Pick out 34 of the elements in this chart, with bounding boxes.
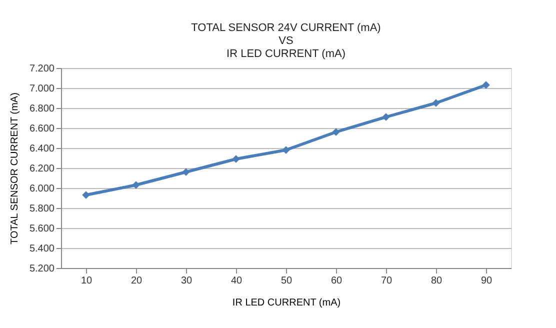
y-tick-label: 6.000	[29, 184, 55, 194]
y-tick-label: 7.200	[29, 64, 55, 74]
point	[282, 146, 290, 154]
x-tick-label: 90	[480, 276, 492, 286]
point	[432, 99, 440, 107]
text: VS	[278, 35, 294, 47]
y-axis-title: TOTAL SENSOR CURRENT (mA)	[9, 92, 20, 244]
text: IR LED CURRENT (mA)	[226, 48, 346, 60]
x-tick-label: 60	[330, 276, 342, 286]
y-tick-label: 5.800	[29, 204, 55, 214]
x-tick-label: 30	[180, 276, 192, 286]
point	[232, 155, 240, 163]
y-tick-label: 6.800	[29, 104, 55, 114]
x-tick-label: 50	[280, 276, 292, 286]
point	[182, 168, 190, 176]
y-tick-label: 6.200	[29, 164, 55, 174]
point	[482, 81, 490, 89]
y-tick-label: 6.600	[29, 124, 55, 134]
x-tick-label: 40	[230, 276, 242, 286]
point	[332, 128, 340, 136]
y-tick-label: 5.400	[29, 244, 55, 254]
point	[132, 181, 140, 189]
x-tick-label: 20	[130, 276, 142, 286]
point	[82, 191, 90, 199]
x-axis-title: IR LED CURRENT (mA)	[232, 298, 341, 308]
x-tick-label: 70	[380, 276, 392, 286]
y-tick-label: 5.600	[29, 224, 55, 234]
point	[382, 113, 390, 121]
y-tick-label: 5.200	[29, 264, 55, 274]
text: TOTAL SENSOR 24V CURRENT (mA)	[191, 22, 381, 34]
x-tick-label: 10	[80, 276, 92, 286]
y-tick-label: 7.000	[29, 84, 55, 94]
y-tick-label: 6.400	[29, 144, 55, 154]
x-tick-label: 80	[430, 276, 442, 286]
